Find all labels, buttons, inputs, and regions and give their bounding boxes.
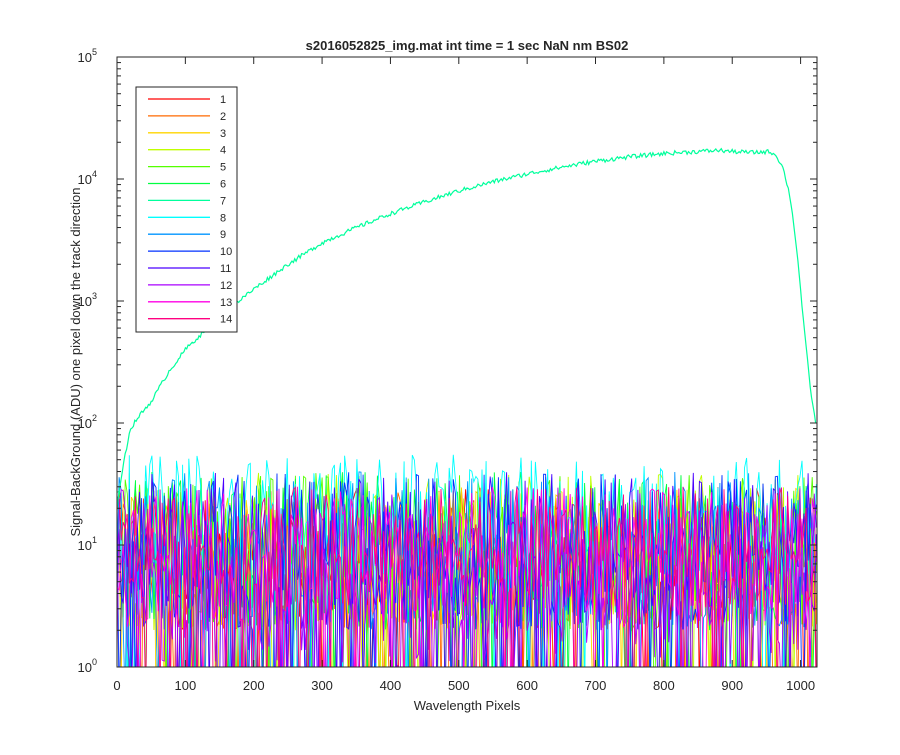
legend-label-10: 10: [220, 246, 232, 258]
series-line-13: [117, 486, 817, 667]
legend-label-7: 7: [220, 195, 226, 207]
axes-box: [116, 56, 818, 668]
y-tick-label: 105: [78, 47, 97, 65]
x-tick-label: 600: [516, 678, 538, 693]
legend-label-5: 5: [220, 162, 226, 174]
legend-label-14: 14: [220, 314, 232, 326]
legend-label-9: 9: [220, 229, 226, 241]
x-tick-label: 100: [175, 678, 197, 693]
x-tick-label: 300: [311, 678, 333, 693]
legend-label-6: 6: [220, 179, 226, 191]
x-tick-label: 900: [721, 678, 743, 693]
x-tick-label: 500: [448, 678, 470, 693]
x-tick-label: 0: [113, 678, 120, 693]
y-tick-label: 103: [78, 291, 97, 309]
legend-label-8: 8: [220, 212, 226, 224]
legend-label-13: 13: [220, 297, 232, 309]
legend-label-1: 1: [220, 94, 226, 106]
legend-label-4: 4: [220, 145, 226, 157]
legend-box: [135, 86, 238, 333]
x-tick-label: 1000: [786, 678, 815, 693]
y-tick-label: 100: [78, 657, 97, 675]
series-line-8: [117, 454, 817, 667]
x-tick-label: 400: [380, 678, 402, 693]
y-axis-label: Signal-BackGround (ADU) one pixel down t…: [68, 187, 83, 536]
chart-title: s2016052825_img.mat int time = 1 sec NaN…: [306, 38, 629, 53]
legend-label-2: 2: [220, 111, 226, 123]
x-axis-label: Wavelength Pixels: [414, 698, 521, 713]
x-tick-label: 200: [243, 678, 265, 693]
legend-label-12: 12: [220, 280, 232, 292]
y-tick-label: 104: [78, 169, 97, 187]
x-tick-label: 700: [585, 678, 607, 693]
series-line-10: [117, 472, 817, 667]
x-axis-ticks: 0 100 200 300 400 500 600 700 800 900 1000: [113, 57, 815, 693]
legend-label-11: 11: [220, 263, 231, 275]
x-tick-label: 800: [653, 678, 675, 693]
y-tick-label: 102: [78, 413, 97, 431]
legend-label-3: 3: [220, 128, 226, 140]
y-tick-label: 101: [78, 535, 97, 553]
series-line-14: [117, 485, 817, 667]
